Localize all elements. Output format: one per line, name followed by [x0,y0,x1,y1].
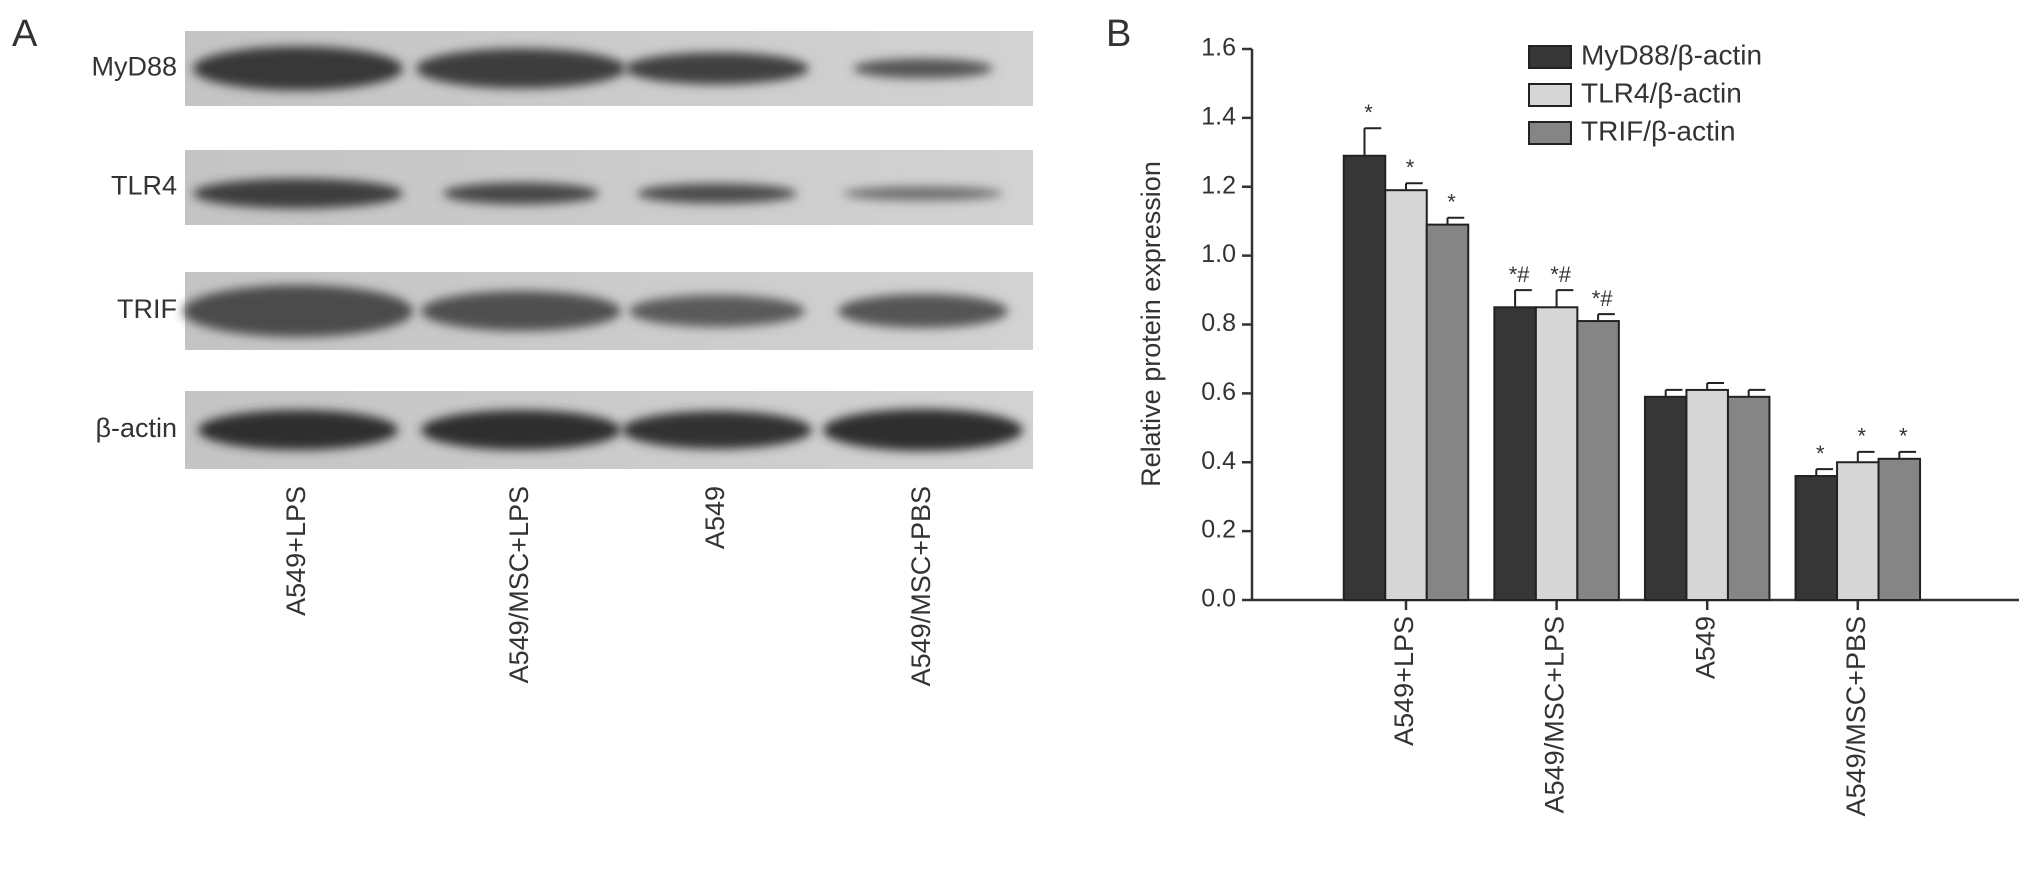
legend-swatch [1528,121,1572,145]
row-label: β-actin [95,413,177,443]
y-tick-label: 0.8 [1201,309,1236,337]
lane-label: A549/MSC+LPS [504,486,534,683]
band [416,48,626,89]
significance-label: *# [1550,262,1572,287]
x-tick-label: A549+LPS [1389,616,1419,746]
band [629,295,805,327]
panel-label: A [12,13,38,55]
y-tick-label: 1.6 [1201,34,1236,62]
bar [1384,189,1428,601]
significance-label: * [1364,100,1373,125]
band [198,410,398,450]
bar [1425,223,1470,601]
lane-label: A549/MSC+PBS [906,486,936,686]
significance-label: * [1406,155,1415,180]
y-axis-title: Relative protein expression [1136,161,1166,487]
band [853,58,993,79]
y-tick-label: 1.4 [1201,102,1236,130]
significance-label: *# [1592,286,1614,311]
significance-label: *# [1509,262,1531,287]
x-tick-label: A549/MSC+PBS [1841,616,1871,816]
y-tick-label: 1.0 [1201,240,1236,268]
legend-swatch [1528,45,1572,69]
significance-label: * [1816,441,1825,466]
bar [1726,395,1771,601]
bar [1534,306,1579,601]
significance-label: * [1899,424,1908,449]
y-tick-label: 0.6 [1201,378,1236,406]
band [183,285,413,337]
panel-label: B [1106,13,1131,55]
band [843,186,1003,201]
legend-label: MyD88/β-actin [1581,39,1762,70]
lane-label: A549+LPS [281,486,311,616]
y-tick-label: 0.2 [1201,516,1236,544]
bar [1794,475,1839,601]
band [421,291,621,331]
row-label: TRIF [117,294,177,324]
significance-label: * [1858,424,1867,449]
y-tick-label: 0.0 [1201,585,1236,613]
bar [1493,306,1537,601]
legend-label: TRIF/β-actin [1581,115,1736,146]
band [823,409,1023,451]
band [443,182,599,205]
bar [1685,388,1729,601]
lane-label: A549 [700,486,730,549]
bar [1643,395,1688,601]
bar [1877,457,1922,601]
band [637,183,797,204]
significance-label: * [1447,190,1456,215]
band [193,178,403,209]
band [193,46,403,91]
band [421,410,621,450]
x-tick-label: A549/MSC+LPS [1540,616,1570,813]
bar [1342,154,1387,601]
bar [1836,461,1880,601]
y-tick-label: 0.4 [1201,447,1236,475]
band [622,411,812,449]
band [838,294,1008,328]
band [625,52,809,85]
y-tick-label: 1.2 [1201,171,1236,199]
row-label: TLR4 [111,171,177,201]
row-label: MyD88 [91,52,177,82]
x-tick-label: A549 [1690,616,1720,679]
legend-label: TLR4/β-actin [1581,77,1742,108]
bar [1576,320,1620,601]
legend-swatch [1528,83,1572,107]
